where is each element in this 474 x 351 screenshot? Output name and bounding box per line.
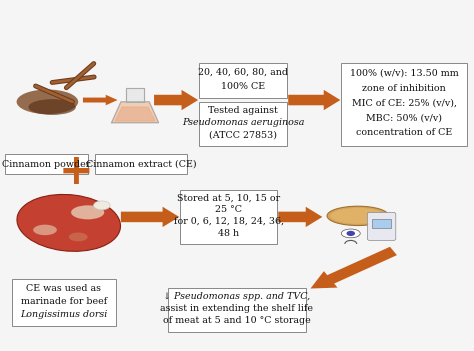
FancyBboxPatch shape — [341, 63, 467, 146]
Text: of meat at 5 and 10 °C storage: of meat at 5 and 10 °C storage — [163, 316, 311, 325]
FancyArrow shape — [154, 90, 198, 110]
FancyBboxPatch shape — [12, 279, 116, 326]
FancyArrow shape — [310, 247, 397, 289]
Text: Cinnamon extract (CE): Cinnamon extract (CE) — [86, 160, 196, 168]
Text: marinade for beef: marinade for beef — [21, 297, 107, 306]
FancyArrow shape — [121, 207, 179, 227]
FancyBboxPatch shape — [372, 219, 391, 228]
Ellipse shape — [17, 90, 78, 114]
Polygon shape — [111, 102, 158, 123]
Text: Tested against: Tested against — [208, 106, 278, 115]
Text: 100% CE: 100% CE — [221, 82, 265, 91]
Ellipse shape — [341, 229, 360, 238]
Text: zone of inhibition: zone of inhibition — [362, 84, 446, 93]
Text: 20, 40, 60, 80, and: 20, 40, 60, 80, and — [198, 68, 288, 77]
FancyBboxPatch shape — [367, 212, 396, 240]
Ellipse shape — [327, 206, 389, 226]
Polygon shape — [115, 107, 155, 121]
FancyArrow shape — [288, 90, 340, 110]
Text: concentration of CE: concentration of CE — [356, 128, 452, 137]
Ellipse shape — [69, 232, 88, 241]
Ellipse shape — [331, 208, 385, 224]
FancyArrow shape — [83, 95, 118, 105]
Ellipse shape — [346, 231, 355, 236]
Text: assist in extending the shelf life: assist in extending the shelf life — [161, 304, 313, 313]
Text: Pseudomonas aeruginosa: Pseudomonas aeruginosa — [182, 118, 304, 127]
FancyBboxPatch shape — [199, 102, 287, 146]
Polygon shape — [126, 88, 145, 102]
Text: MIC of CE: 25% (v/v),: MIC of CE: 25% (v/v), — [352, 98, 456, 107]
Text: +: + — [58, 151, 93, 193]
FancyBboxPatch shape — [180, 190, 277, 244]
FancyBboxPatch shape — [199, 63, 287, 98]
Ellipse shape — [17, 194, 120, 251]
FancyArrow shape — [278, 207, 322, 227]
Ellipse shape — [33, 225, 57, 235]
Text: 100% (w/v): 13.50 mm: 100% (w/v): 13.50 mm — [350, 69, 458, 78]
Ellipse shape — [28, 99, 76, 115]
Text: Longissimus dorsi: Longissimus dorsi — [20, 310, 108, 319]
Text: Cinnamon powder: Cinnamon powder — [2, 160, 91, 168]
FancyBboxPatch shape — [168, 288, 306, 332]
Text: for 0, 6, 12, 18, 24, 36,: for 0, 6, 12, 18, 24, 36, — [173, 217, 284, 226]
Ellipse shape — [93, 201, 110, 210]
Text: ↓ Pseudomonas spp. and TVC,: ↓ Pseudomonas spp. and TVC, — [164, 292, 310, 301]
Text: 48 h: 48 h — [218, 229, 239, 238]
FancyBboxPatch shape — [95, 154, 187, 174]
Text: (ATCC 27853): (ATCC 27853) — [209, 130, 277, 139]
Text: 25 °C: 25 °C — [215, 205, 242, 214]
Text: Stored at 5, 10, 15 or: Stored at 5, 10, 15 or — [177, 193, 280, 202]
Text: CE was used as: CE was used as — [27, 284, 101, 293]
Ellipse shape — [71, 205, 104, 219]
Text: MBC: 50% (v/v): MBC: 50% (v/v) — [366, 113, 442, 122]
FancyBboxPatch shape — [5, 154, 88, 174]
